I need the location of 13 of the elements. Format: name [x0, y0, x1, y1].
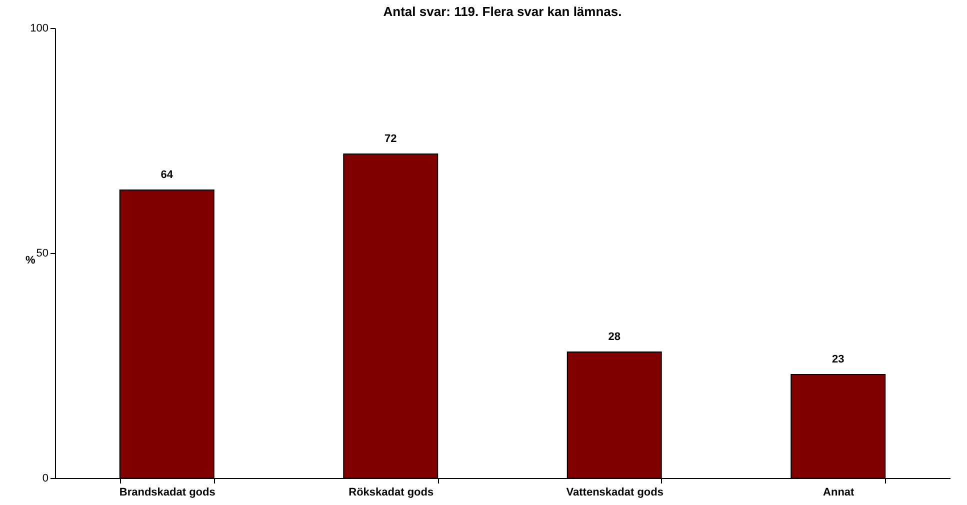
data-label: 72: [384, 133, 397, 145]
chart-title: Antal svar: 119. Flera svar kan lämnas.: [383, 4, 622, 19]
y-tick-label: 0: [42, 472, 48, 484]
data-label: 64: [160, 169, 174, 181]
x-tick-label: Annat: [823, 486, 855, 498]
data-label: 28: [608, 331, 620, 343]
y-tick-label: 100: [30, 22, 48, 34]
x-tick-label: Vattenskadat gods: [566, 486, 664, 498]
x-tick-label: Rökskadat gods: [348, 486, 434, 498]
y-tick-label: 50: [36, 248, 48, 260]
x-tick-label: Brandskadat gods: [119, 486, 216, 498]
y-axis-title: %: [26, 254, 36, 266]
data-label: 23: [832, 354, 844, 366]
